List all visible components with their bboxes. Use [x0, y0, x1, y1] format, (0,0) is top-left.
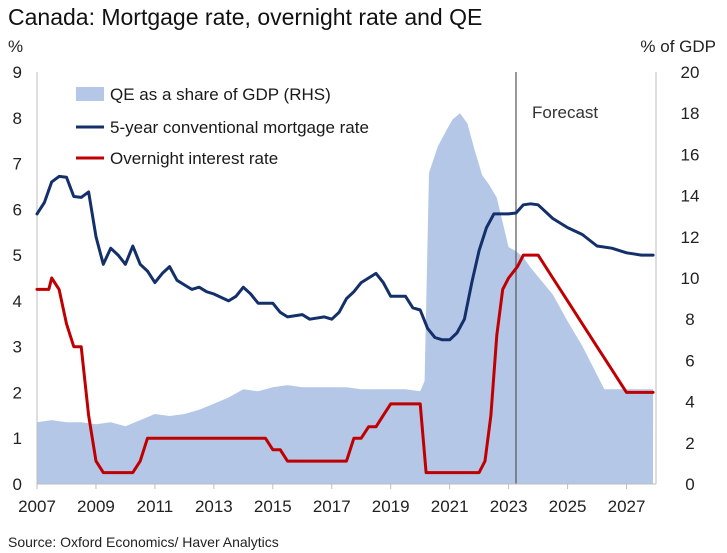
right-tick-label: 8: [685, 310, 694, 329]
forecast-layer: Forecast: [515, 72, 598, 484]
source-note: Source: Oxford Economics/ Haver Analytic…: [8, 534, 279, 550]
left-tick-label: 4: [13, 292, 22, 311]
x-tick-label: 2021: [431, 497, 469, 516]
overnight-rate-line: [35, 253, 655, 475]
right-axis-unit: % of GDP: [640, 37, 716, 56]
left-tick-label: 0: [13, 475, 22, 494]
right-tick-label: 10: [681, 269, 700, 288]
right-tick-label: 4: [685, 393, 694, 412]
left-tick-label: 6: [13, 200, 22, 219]
x-tick-label: 2009: [77, 497, 115, 516]
right-tick-label: 0: [685, 475, 694, 494]
legend-swatch-qe: [76, 87, 104, 101]
legend-label-mortgage: 5-year conventional mortgage rate: [110, 118, 369, 137]
chart-title: Canada: Mortgage rate, overnight rate an…: [8, 4, 483, 30]
legend: QE as a share of GDP (RHS) 5-year conven…: [76, 85, 369, 168]
right-tick-label: 14: [681, 187, 700, 206]
left-tick-label: 7: [13, 155, 22, 174]
left-tick-label: 1: [13, 429, 22, 448]
right-tick-label: 16: [681, 145, 700, 164]
right-tick-label: 6: [685, 351, 694, 370]
right-tick-label: 18: [681, 104, 700, 123]
qe-area: [37, 113, 654, 484]
qe-area-layer: [37, 113, 654, 484]
left-tick-label: 5: [13, 246, 22, 265]
right-tick-label: 12: [681, 228, 700, 247]
lines-layer: [35, 174, 655, 475]
x-tick-label: 2017: [313, 497, 351, 516]
x-tick-label: 2023: [490, 497, 528, 516]
legend-label-overnight: Overnight interest rate: [110, 149, 278, 168]
left-tick-label: 8: [13, 109, 22, 128]
x-tick-label: 2015: [254, 497, 292, 516]
left-tick-label: 3: [13, 338, 22, 357]
x-tick-label: 2007: [18, 497, 56, 516]
legend-label-qe: QE as a share of GDP (RHS): [110, 85, 331, 104]
x-tick-label: 2027: [608, 497, 646, 516]
left-axis-unit: %: [8, 37, 23, 56]
axes-layer: % % of GDP: [8, 37, 716, 485]
x-tick-label: 2025: [549, 497, 587, 516]
right-tick-label: 2: [685, 434, 694, 453]
right-tick-label: 20: [681, 63, 700, 82]
left-tick-label: 2: [13, 383, 22, 402]
x-tick-label: 2019: [372, 497, 410, 516]
mortgage-rate-line: [35, 174, 655, 342]
forecast-label: Forecast: [532, 103, 598, 122]
x-tick-label: 2011: [137, 497, 174, 516]
x-tick-label: 2013: [195, 497, 233, 516]
left-tick-label: 9: [13, 63, 22, 82]
